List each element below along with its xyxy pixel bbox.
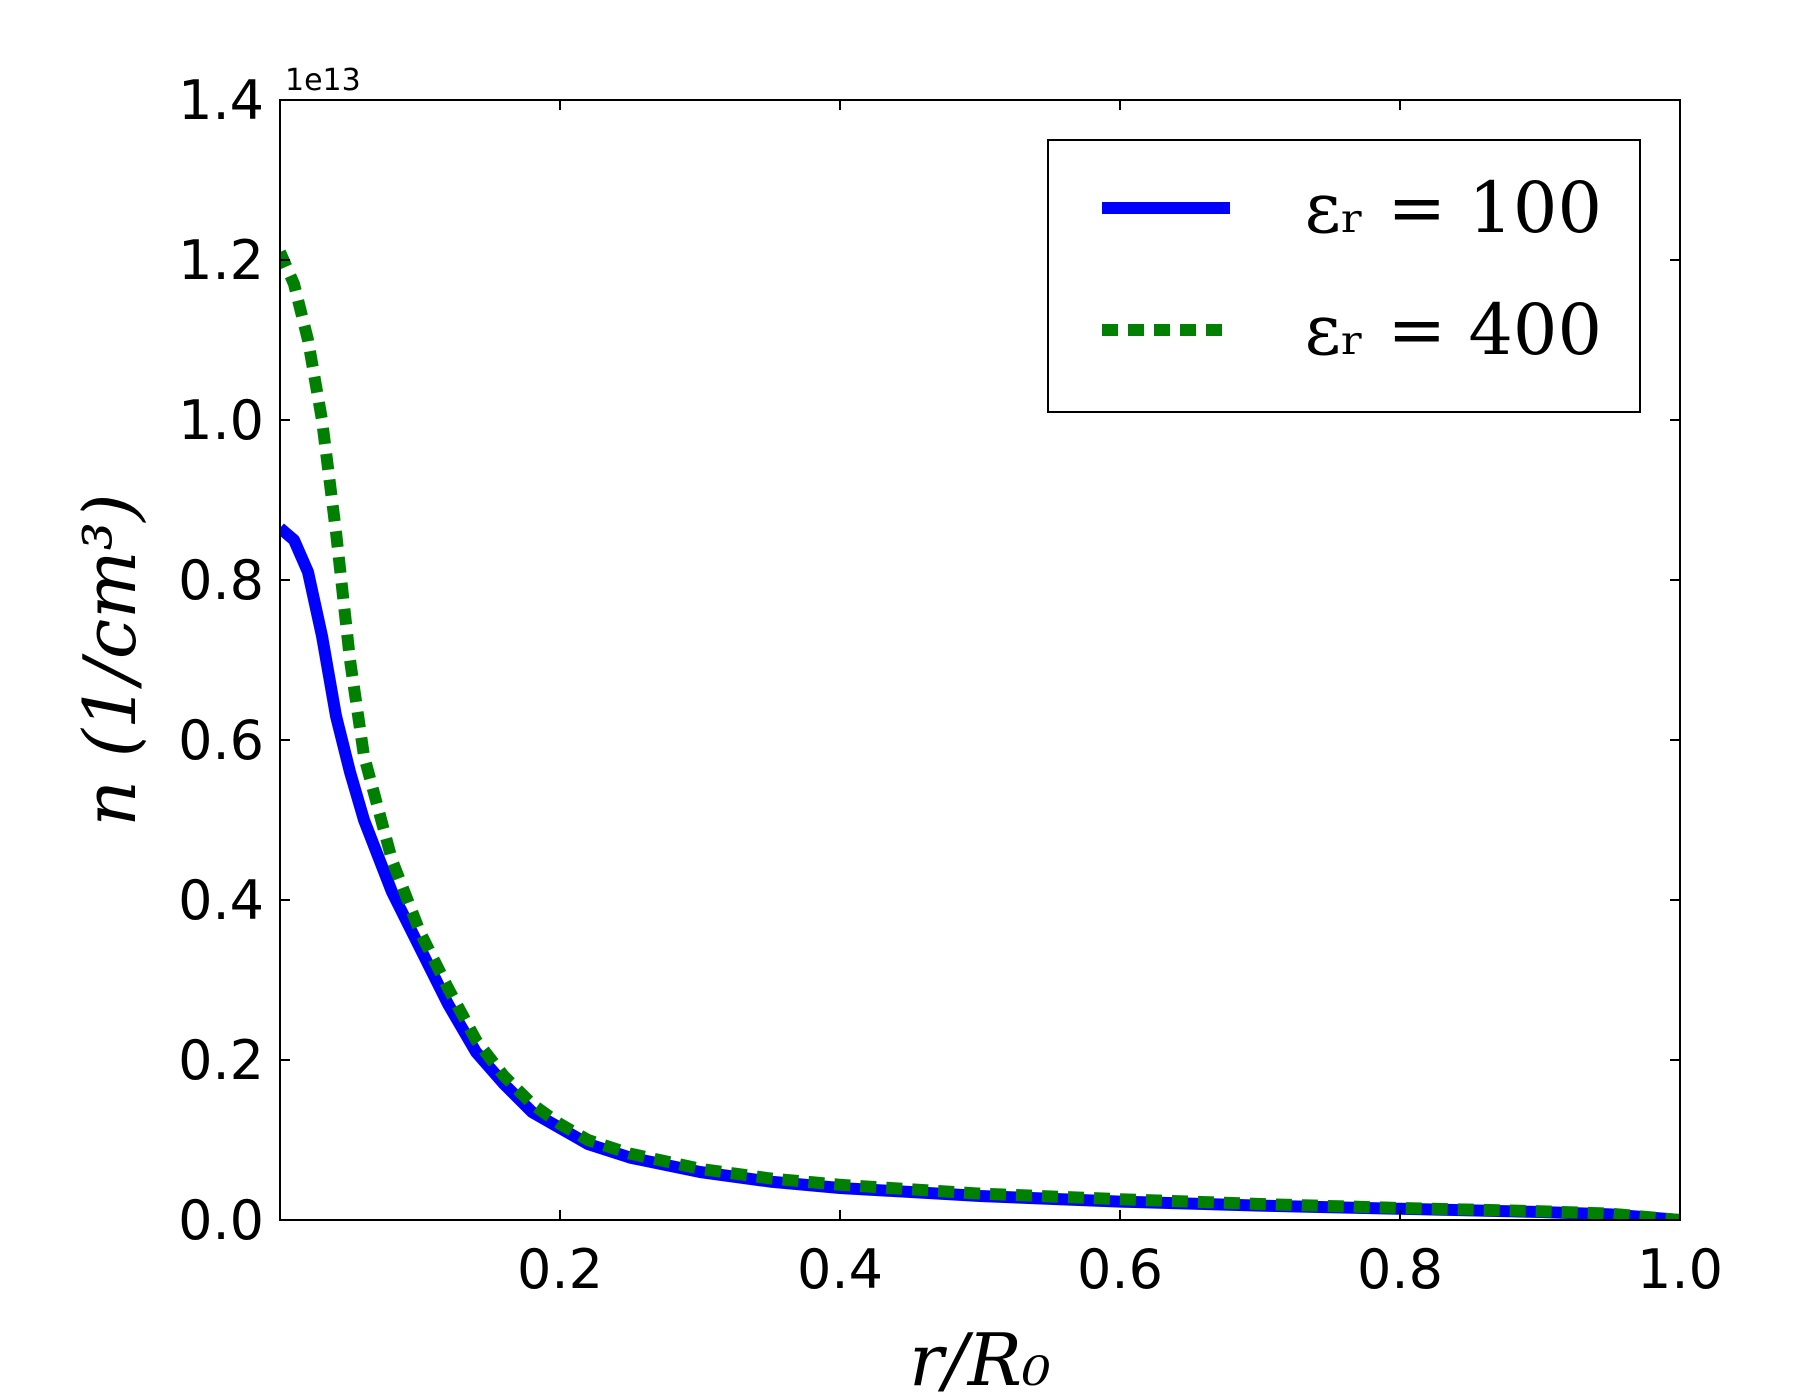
x-tick-label-1: 0.4 xyxy=(797,1238,883,1301)
y-tick-label-5: 1.0 xyxy=(178,389,264,452)
y-tick-label-3: 0.6 xyxy=(178,709,264,772)
y-tick-label-4: 0.8 xyxy=(178,549,264,612)
x-tick-label-2: 0.6 xyxy=(1077,1238,1163,1301)
plot-frame xyxy=(279,99,1681,1221)
y-tick-label-0: 0.0 xyxy=(178,1189,264,1252)
x-axis-label: r/R₀ xyxy=(909,1318,1051,1400)
legend: εᵣ = 100 εᵣ = 400 xyxy=(1047,139,1641,413)
x-tick-label-4: 1.0 xyxy=(1637,1238,1723,1301)
plot-lines xyxy=(280,249,1680,1220)
y-tick-label-7: 1.4 xyxy=(178,69,264,132)
y-tick-label-6: 1.2 xyxy=(178,229,264,292)
legend-box xyxy=(1047,139,1641,413)
legend-label-1: εᵣ = 400 xyxy=(1305,289,1602,371)
y-axis-label: n (1/cm³) xyxy=(68,494,152,827)
series-line-0 xyxy=(280,523,1680,1220)
y-offset-text: 1e13 xyxy=(285,63,361,98)
y-tick-label-2: 0.4 xyxy=(178,869,264,932)
axis-ticks: 0.2 0.4 0.6 0.8 1.0 0.0 0.2 0.4 0.6 0.8 1.0 1.2 1.4 xyxy=(178,69,1723,1301)
y-tick-label-1: 0.2 xyxy=(178,1029,264,1092)
legend-label-0: εᵣ = 100 xyxy=(1305,167,1602,249)
series-line-1 xyxy=(280,249,1680,1220)
x-tick-label-3: 0.8 xyxy=(1357,1238,1443,1301)
x-tick-label-0: 0.2 xyxy=(517,1238,603,1301)
